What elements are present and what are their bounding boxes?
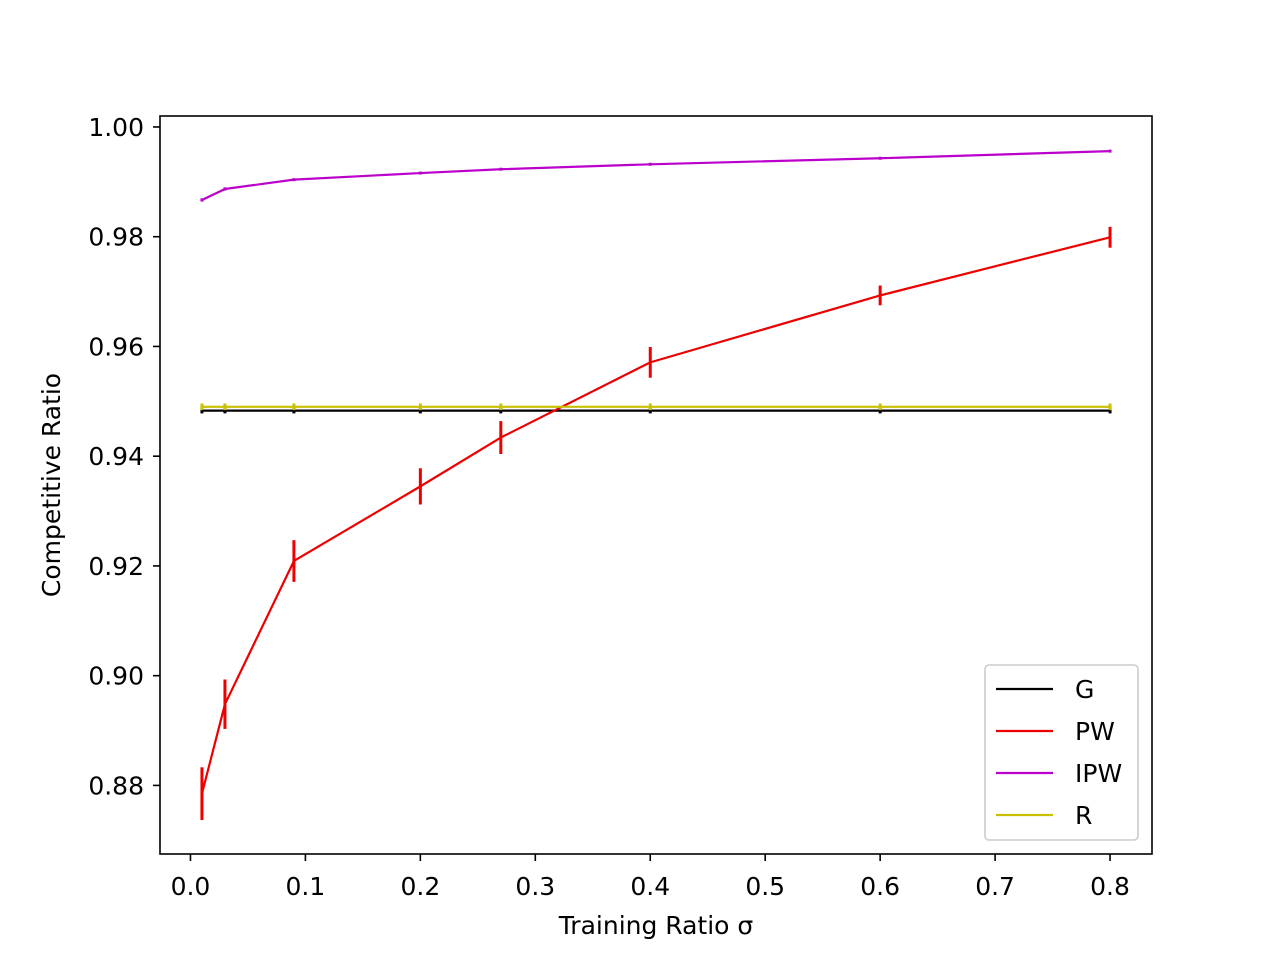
x-tick-label: 0.5	[745, 872, 785, 901]
legend: G PW IPW R	[984, 664, 1139, 841]
legend-label-pw: PW	[1075, 717, 1115, 746]
y-tick-label: 1.00	[88, 113, 144, 142]
x-tick-label: 0.3	[515, 872, 555, 901]
y-tick-label: 0.94	[88, 442, 144, 471]
y-tick-label: 0.88	[88, 771, 144, 800]
y-axis-title: Competitive Ratio	[37, 373, 66, 597]
x-tick-label: 0.7	[975, 872, 1015, 901]
x-tick-label: 0.2	[400, 872, 440, 901]
plot-frame	[159, 115, 1153, 855]
series-r	[200, 403, 1112, 411]
y-tick-label: 0.90	[88, 662, 144, 691]
legend-label-ipw: IPW	[1075, 759, 1122, 788]
legend-label-r: R	[1075, 801, 1092, 830]
y-axis: 0.88 0.90 0.92 0.94 0.96 0.98 1.00	[88, 113, 160, 800]
x-axis: 0.0 0.1 0.2 0.3 0.4 0.5 0.6 0.7 0.8	[171, 854, 1130, 901]
legend-label-g: G	[1075, 675, 1094, 704]
series-line-ipw	[201, 150, 1111, 201]
x-tick-label: 0.8	[1090, 872, 1130, 901]
x-axis-title: Training Ratio σ	[558, 911, 754, 940]
y-tick-label: 0.92	[88, 552, 144, 581]
series-pw	[200, 226, 1112, 820]
y-tick-label: 0.98	[88, 223, 144, 252]
x-tick-label: 0.6	[860, 872, 900, 901]
x-tick-label: 0.4	[630, 872, 670, 901]
series-line-pw	[200, 236, 1111, 794]
legend-box	[984, 664, 1139, 841]
x-tick-label: 0.0	[171, 872, 211, 901]
y-tick-label: 0.96	[88, 332, 144, 361]
x-tick-label: 0.1	[286, 872, 326, 901]
series-ipw	[200, 149, 1112, 202]
series-layer	[200, 149, 1112, 820]
